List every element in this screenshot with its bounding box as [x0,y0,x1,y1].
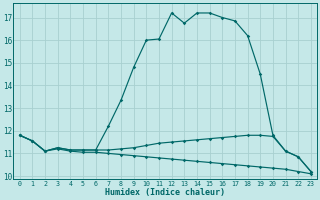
X-axis label: Humidex (Indice chaleur): Humidex (Indice chaleur) [105,188,225,197]
